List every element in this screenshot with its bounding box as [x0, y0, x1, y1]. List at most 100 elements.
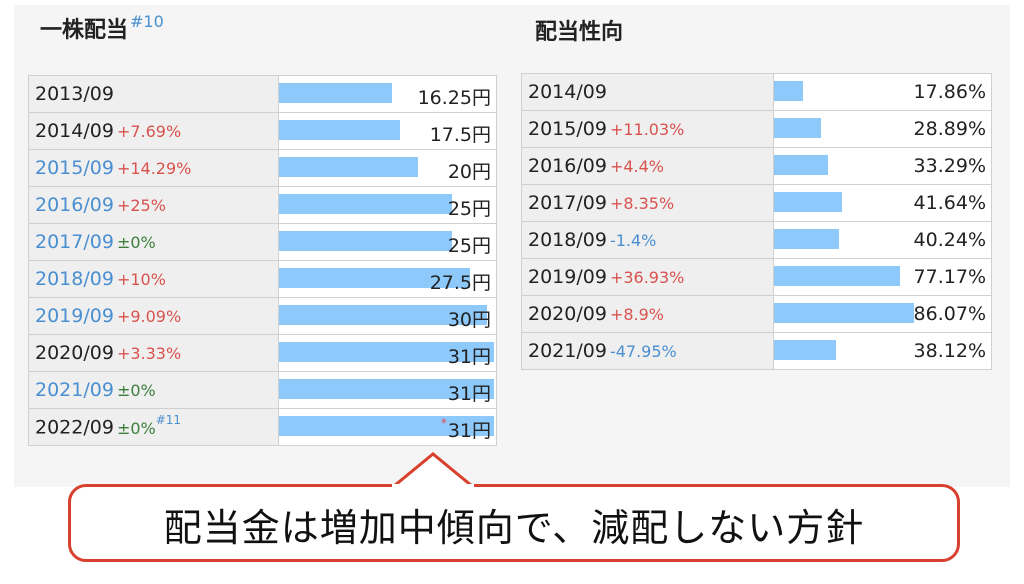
value-text: 16.25円	[417, 87, 491, 109]
title-footnote-link[interactable]: #10	[130, 11, 164, 31]
bar-cell: 86.07%	[773, 295, 992, 333]
year-cell: 2017/09 +8.35%	[521, 184, 774, 222]
value-text: 31円	[447, 346, 491, 368]
value-bar	[774, 303, 914, 323]
change-rate: +4.4%	[609, 157, 664, 176]
change-rate: ±0%	[116, 418, 156, 438]
payout-ratio-title: 配当性向	[535, 20, 624, 45]
bar-cell: 17.5円	[278, 112, 497, 150]
year-cell: 2016/09 +25%	[28, 186, 279, 224]
value-text: 27.5円	[429, 272, 491, 294]
change-rate: +25%	[116, 196, 166, 215]
year-label: 2015/09	[528, 118, 607, 140]
year-cell: 2020/09 +8.9%	[521, 295, 774, 333]
table-row: 2015/09 +11.03% 28.89%	[521, 110, 992, 148]
bar-cell: 41.64%	[773, 184, 992, 222]
bar-cell: 33.29%	[773, 147, 992, 185]
table-row: 2019/09 +36.93% 77.17%	[521, 258, 992, 296]
value-bar	[279, 379, 494, 399]
year-cell: 2019/09 +36.93%	[521, 258, 774, 296]
value-bar	[279, 342, 494, 362]
estimate-marker: *	[440, 416, 447, 430]
value-text: 17.5円	[429, 124, 491, 146]
year-cell: 2021/09 ±0%	[28, 371, 279, 409]
value-label: 38.12%	[914, 340, 986, 362]
value-text: 33.29%	[913, 155, 986, 177]
change-rate: +10%	[116, 270, 166, 289]
bar-cell: 30円	[278, 297, 497, 335]
dividend-per-share-table: 2013/09 16.25円 2014/09 +7.69% 17.5円 2015/09 +1…	[28, 75, 497, 446]
table-row: 2013/09 16.25円	[28, 75, 497, 113]
table-row: 2016/09 +4.4% 33.29%	[521, 147, 992, 185]
year-label: 2014/09	[35, 120, 114, 142]
value-text: 17.86%	[913, 81, 986, 103]
value-label: 33.29%	[914, 155, 986, 177]
year-label[interactable]: 2019/09	[35, 305, 114, 327]
table-row: 2017/09 ±0% 25円	[28, 223, 497, 261]
year-cell: 2015/09 +14.29%	[28, 149, 279, 187]
bar-cell: 31円	[278, 334, 497, 372]
year-label: 2022/09	[35, 416, 114, 439]
callout-text: 配当金は増加中傾向で、減配しない方針	[163, 506, 865, 550]
change-rate: +11.03%	[609, 120, 685, 139]
payout-ratio-heading: 配当性向	[535, 14, 623, 46]
value-bar	[774, 192, 842, 212]
value-text: 20円	[447, 161, 491, 183]
value-text: 31円	[447, 383, 491, 405]
value-bar	[279, 305, 487, 325]
table-row: 2015/09 +14.29% 20円	[28, 149, 497, 187]
value-label: 30円	[448, 305, 491, 332]
change-rate: +3.33%	[116, 344, 182, 363]
table-row: 2020/09 +8.9% 86.07%	[521, 295, 992, 333]
table-row: 2021/09 ±0% 31円	[28, 371, 497, 409]
payout-ratio-table: 2014/09 17.86% 2015/09 +11.03% 28.89% 2016/09…	[521, 73, 992, 370]
table-row: 2021/09 -47.95% 38.12%	[521, 332, 992, 370]
value-label: 41.64%	[914, 192, 986, 214]
value-label: 20円	[448, 157, 491, 184]
value-label: 16.25円	[418, 83, 491, 110]
table-row: 2018/09 -1.4% 40.24%	[521, 221, 992, 259]
value-text: 30円	[447, 309, 491, 331]
value-bar	[774, 81, 803, 101]
value-bar	[774, 266, 900, 286]
value-bar	[774, 118, 821, 138]
year-label: 2019/09	[528, 266, 607, 288]
value-bar	[279, 194, 452, 214]
year-label[interactable]: 2017/09	[35, 231, 114, 253]
value-label: 25円	[448, 231, 491, 258]
year-cell: 2014/09	[521, 73, 774, 111]
year-label[interactable]: 2015/09	[35, 157, 114, 179]
value-text: 38.12%	[913, 340, 986, 362]
year-label[interactable]: 2016/09	[35, 194, 114, 216]
table-row: 2014/09 17.86%	[521, 73, 992, 111]
value-text: 41.64%	[913, 192, 986, 214]
year-cell: 2022/09 ±0%#11	[28, 408, 279, 446]
year-cell: 2015/09 +11.03%	[521, 110, 774, 148]
callout-box: 配当金は増加中傾向で、減配しない方針	[68, 484, 960, 562]
year-cell: 2013/09	[28, 75, 279, 113]
value-bar	[279, 231, 452, 251]
bar-cell: 25円	[278, 223, 497, 261]
bar-cell: 25円	[278, 186, 497, 224]
year-label[interactable]: 2021/09	[35, 379, 114, 401]
footnote-link[interactable]: #11	[155, 413, 182, 428]
change-rate: -1.4%	[609, 231, 657, 250]
year-cell: 2021/09 -47.95%	[521, 332, 774, 370]
bar-cell: 31円	[278, 371, 497, 409]
bar-cell: 38.12%	[773, 332, 992, 370]
value-text: 40.24%	[913, 229, 986, 251]
year-label[interactable]: 2018/09	[35, 268, 114, 290]
change-rate: +8.9%	[609, 305, 664, 324]
value-bar	[279, 157, 418, 177]
bar-cell: 27.5円	[278, 260, 497, 298]
bar-cell: 20円	[278, 149, 497, 187]
value-text: 25円	[447, 235, 491, 257]
value-bar	[774, 340, 836, 360]
value-label: 17.5円	[430, 120, 491, 147]
year-cell: 2018/09 +10%	[28, 260, 279, 298]
table-row: 2022/09 ±0%#11 *31円	[28, 408, 497, 446]
change-rate: ±0%	[116, 381, 156, 400]
year-label: 2013/09	[35, 83, 114, 105]
table-row: 2018/09 +10% 27.5円	[28, 260, 497, 298]
bar-cell: *31円	[278, 408, 497, 446]
